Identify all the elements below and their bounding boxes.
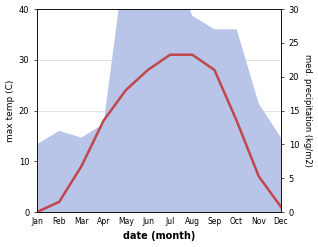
X-axis label: date (month): date (month)	[123, 231, 195, 242]
Y-axis label: max temp (C): max temp (C)	[5, 79, 15, 142]
Y-axis label: med. precipitation (kg/m2): med. precipitation (kg/m2)	[303, 54, 313, 167]
